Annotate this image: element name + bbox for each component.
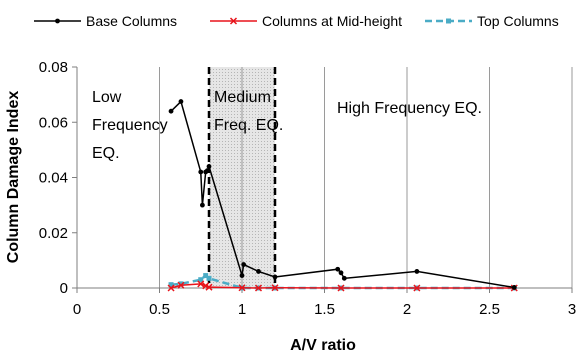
y-axis-title: Column Damage Index [5, 91, 22, 264]
data-point-base-columns [204, 168, 210, 173]
annotation-2: Medium Freq. EQ. [214, 89, 283, 134]
annotation-3: High Frequency EQ. [337, 100, 482, 117]
annotation-line: Medium [214, 89, 271, 106]
legend-item-top-columns: Top Columns [425, 13, 559, 29]
annotation-line: Frequency [92, 117, 168, 134]
annotations: Low Frequency EQ. Medium Freq. EQ. High Frequ… [92, 89, 482, 162]
data-point-base-columns [198, 169, 204, 175]
grid [159, 67, 573, 288]
y-tick-label: 0.04 [39, 170, 68, 187]
data-point-columns-at-mid-height [197, 280, 205, 288]
legend: Base Columns Columns at Mid-height Top Col… [34, 13, 559, 29]
data-point-base-columns [256, 269, 261, 274]
data-point-columns-at-mid-height [167, 284, 175, 292]
data-point-base-columns [341, 275, 347, 281]
data-point-columns-at-mid-height [254, 284, 263, 292]
tick-labels: 0 0.5 1 1.5 2 2.5 3 0 0.02 0.04 0.06 0.08 [39, 59, 576, 318]
x-tick-label: 1.5 [314, 301, 335, 318]
series-layer [167, 99, 518, 292]
legend-label-top-columns: Top Columns [477, 13, 559, 29]
data-point-base-columns [241, 262, 247, 267]
data-point-top-columns [206, 275, 212, 281]
series-base-columns [168, 99, 517, 290]
x-tick-label: 0 [73, 301, 81, 318]
data-point-base-columns [178, 99, 184, 104]
legend-marker-columns-at-mid-height [229, 17, 238, 25]
legend-label-base-columns: Base Columns [86, 13, 177, 29]
x-tick-label: 0.5 [149, 301, 170, 318]
data-point-base-columns [272, 274, 278, 280]
data-point-base-columns [414, 269, 420, 274]
annotation-line: Low [92, 89, 122, 106]
x-tick-label: 2 [403, 301, 411, 318]
legend-marker-base-columns [55, 18, 60, 24]
data-point-columns-at-mid-height [238, 284, 246, 292]
x-tick-label: 3 [568, 301, 576, 318]
data-point-base-columns [168, 108, 174, 114]
data-point-top-columns [178, 281, 184, 287]
annotation-line: High Frequency EQ. [337, 100, 482, 117]
y-tick-label: 0 [60, 280, 68, 297]
data-point-top-columns [168, 282, 174, 288]
data-point-columns-at-mid-height [271, 284, 279, 292]
annotation-line: Freq. EQ. [214, 117, 283, 134]
x-tick-label: 1 [238, 301, 246, 318]
legend-item-base-columns: Base Columns [34, 13, 177, 29]
data-point-base-columns [338, 270, 344, 276]
data-point-top-columns [198, 277, 204, 283]
legend-item-columns-at-mid-height: Columns at Mid-height [210, 13, 402, 29]
data-point-columns-at-mid-height [337, 284, 345, 292]
series-line-base-columns [170, 100, 515, 289]
y-tick-label: 0.06 [39, 114, 68, 131]
data-point-base-columns [239, 273, 245, 278]
series-columns-at-mid-height [167, 280, 518, 292]
annotation-line: EQ. [92, 145, 120, 162]
legend-label-columns-at-mid-height: Columns at Mid-height [262, 13, 402, 29]
data-point-columns-at-mid-height [413, 284, 421, 292]
data-point-columns-at-mid-height [177, 281, 185, 289]
axes [72, 66, 573, 293]
legend-marker-top-columns [446, 18, 451, 24]
data-point-top-columns [203, 273, 209, 279]
x-tick-label: 2.5 [479, 301, 500, 318]
data-point-base-columns [200, 202, 205, 208]
y-tick-label: 0.02 [39, 225, 68, 242]
annotation-1: Low Frequency EQ. [92, 89, 168, 162]
x-axis-title: A/V ratio [290, 337, 356, 354]
data-point-columns-at-mid-height [205, 283, 213, 291]
data-point-base-columns [206, 164, 212, 169]
data-point-base-columns [511, 285, 517, 290]
data-point-base-columns [335, 266, 341, 272]
y-tick-label: 0.08 [39, 59, 68, 76]
